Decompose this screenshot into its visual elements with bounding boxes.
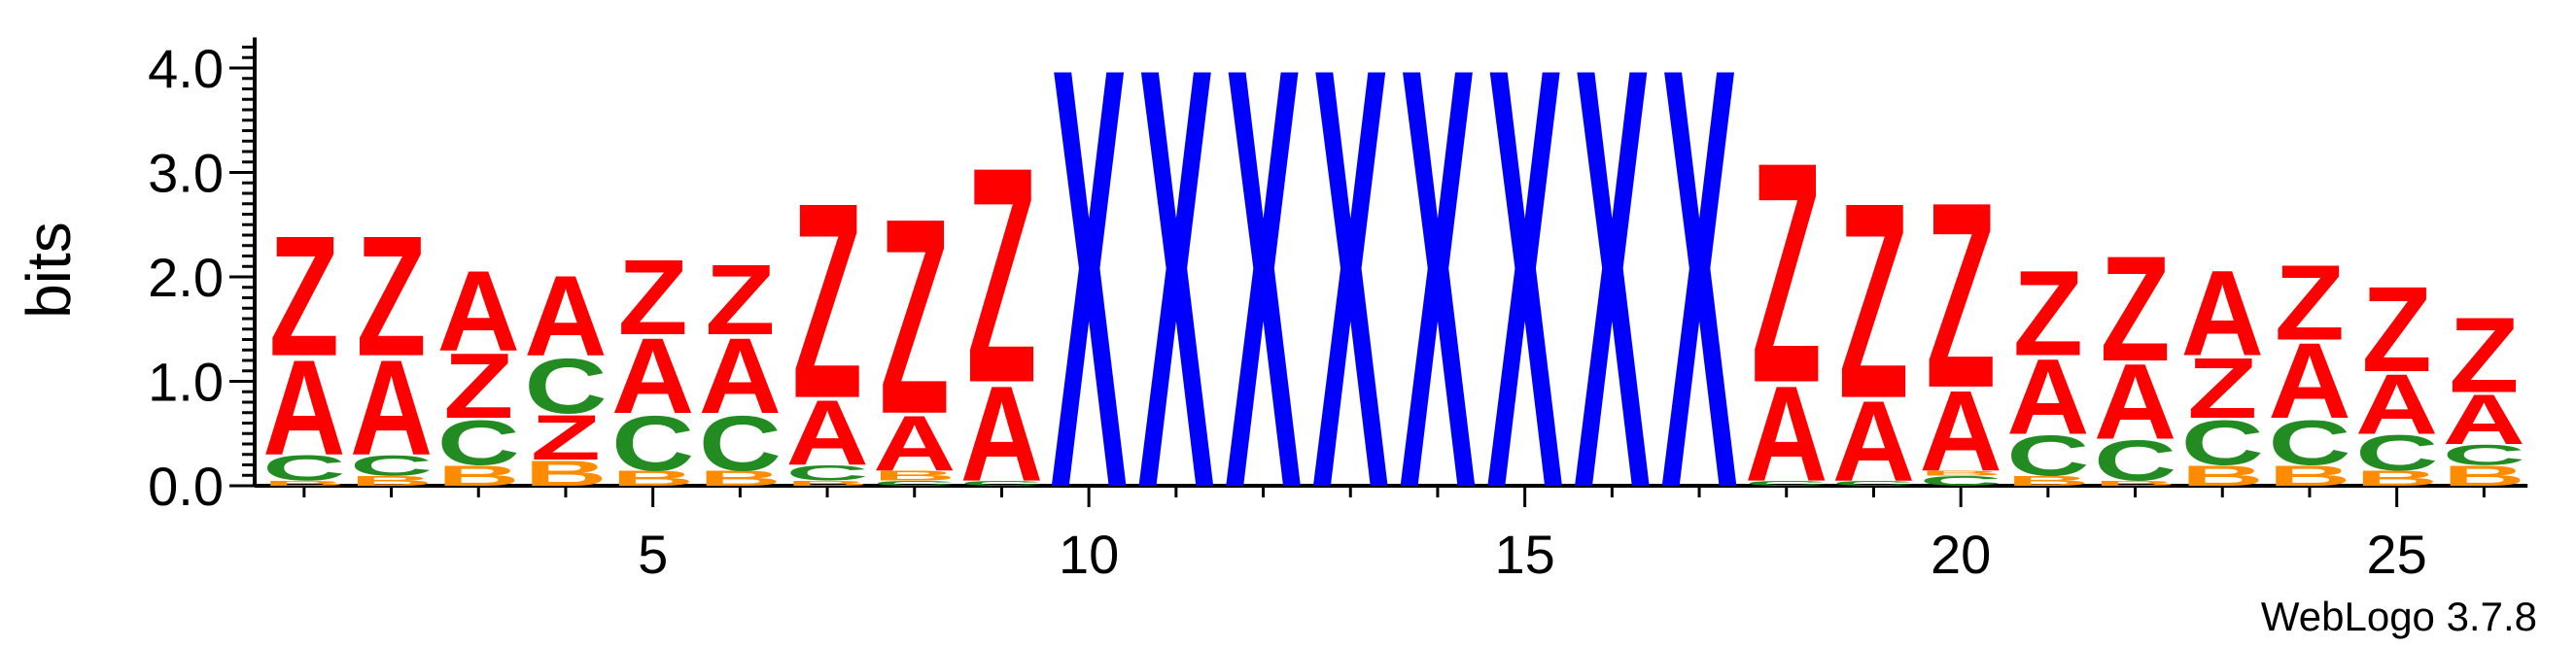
logo-letter-B: B — [437, 460, 520, 493]
logo-letter-C: C — [2006, 424, 2089, 488]
logo-letter-Z: Z — [1926, 149, 1996, 444]
logo-letter-B: B — [785, 479, 868, 487]
logo-letter-Z: Z — [443, 334, 513, 438]
logo-letter-A: A — [524, 252, 607, 380]
logo-letter-B: B — [2181, 460, 2264, 493]
logo-letter-C: C — [2355, 426, 2438, 481]
logo-letter-A: A — [2181, 245, 2264, 381]
logo-letter-X: X — [1574, 0, 1651, 614]
logo-letter-A: A — [437, 246, 520, 374]
logo-letter-Z: Z — [357, 200, 427, 392]
logo-letter-A: A — [785, 381, 868, 485]
logo-letter-A: A — [960, 358, 1043, 510]
logo-letter-C: C — [1920, 473, 2002, 489]
logo-letter-X: X — [1138, 0, 1215, 614]
logo-letter-Z: Z — [2275, 244, 2345, 363]
logo-letter-Z: Z — [1752, 96, 1822, 449]
logo-letter-A: A — [1832, 377, 1915, 505]
logo-letter-A: A — [2355, 357, 2438, 452]
logo-letter-B: B — [873, 467, 956, 483]
logo-letter-C: C — [960, 479, 1043, 487]
logo-letter-C: C — [873, 479, 956, 487]
logo-letter-B: B — [2443, 460, 2525, 493]
logo-letter-B: B — [524, 454, 607, 494]
logo-letter-Z: Z — [531, 402, 601, 474]
logo-letter-X: X — [1312, 0, 1389, 614]
logo-letter-B: B — [2355, 466, 2438, 491]
logo-letter-Z: Z — [1838, 144, 1908, 457]
logo-letter-C: C — [262, 448, 345, 488]
y-tick-label: 3.0 — [148, 143, 224, 204]
logo-letter-X: X — [1051, 0, 1128, 614]
logo-letter-C: C — [524, 342, 607, 429]
logo-letter-A: A — [873, 399, 956, 487]
logo-letter-Z: Z — [705, 245, 775, 356]
logo-letter-Z: Z — [2187, 341, 2257, 436]
logo-letter-Z: Z — [2362, 261, 2432, 397]
logo-letter-C: C — [2181, 407, 2264, 479]
logo-letter-X: X — [1225, 0, 1302, 614]
logo-letter-A: A — [699, 317, 782, 436]
x-tick-label: 15 — [1495, 524, 1555, 585]
y-axis: 0.0 1.0 2.0 3.0 4.0 — [148, 37, 257, 517]
logo-letter-Z: Z — [2101, 225, 2171, 393]
logo-letter-A: A — [1920, 366, 2002, 495]
logo-letter-B: B — [699, 466, 782, 491]
logo-letter-C: C — [437, 407, 520, 479]
logo-letter-A: A — [350, 332, 433, 484]
logo-letter-C: C — [2268, 407, 2350, 479]
logo-letter-A: A — [2094, 343, 2176, 462]
logo-letter-B: B — [2006, 473, 2089, 489]
y-tick-label: 0.0 — [148, 456, 224, 517]
logo-letter-A: A — [611, 317, 694, 436]
y-axis-label: bits — [14, 222, 84, 319]
logo-letter-B: B — [262, 479, 345, 487]
logo-letter-A: A — [2443, 379, 2525, 459]
y-tick-label: 1.0 — [148, 352, 224, 413]
weblogo-credit: WebLogo 3.7.8 — [2260, 594, 2537, 639]
x-tick-label: 10 — [1059, 524, 1119, 585]
logo-letter-A: A — [1745, 358, 1828, 510]
x-axis: 5 10 15 20 25 — [255, 484, 2528, 585]
logo-letter-B: B — [350, 473, 433, 489]
logo-letter-A: A — [262, 332, 345, 484]
logo-letter-Z: Z — [880, 159, 950, 472]
logo-letter-Z: Z — [966, 103, 1036, 447]
logo-letter-B: B — [2268, 460, 2350, 493]
logo-letter-C: C — [350, 450, 433, 482]
logo-letter-C: C — [2094, 429, 2176, 494]
logo-letter-C: C — [611, 399, 694, 487]
logo-letter-B: B — [1920, 469, 2002, 477]
logo-letter-C: C — [1745, 479, 1828, 487]
logo-letter-C: C — [1832, 479, 1915, 487]
logo-letter-C: C — [699, 399, 782, 487]
logo-letter-X: X — [1400, 0, 1477, 614]
logo-letter-C: C — [2443, 439, 2525, 471]
x-tick-label: 20 — [1931, 524, 1991, 585]
logo-letter-Z: Z — [269, 200, 339, 392]
y-tick-label: 2.0 — [148, 247, 224, 308]
logo-letter-X: X — [1661, 0, 1738, 614]
y-tick-label: 4.0 — [148, 38, 224, 99]
x-tick-label: 25 — [2367, 524, 2427, 585]
logo-letter-B: B — [2094, 479, 2176, 487]
logo-letter-C: C — [785, 461, 868, 486]
logo-letter-X: X — [1486, 0, 1563, 614]
logo-letter-Z: Z — [2013, 245, 2083, 381]
logo-letter-B: B — [611, 466, 694, 491]
logo-letter-Z: Z — [792, 144, 862, 457]
x-tick-label: 5 — [638, 524, 668, 585]
logo-letter-Z: Z — [2449, 296, 2519, 416]
logo-letter-Z: Z — [618, 239, 688, 358]
logo-letter-A: A — [2268, 323, 2350, 442]
logo-letter-A: A — [2006, 338, 2089, 458]
